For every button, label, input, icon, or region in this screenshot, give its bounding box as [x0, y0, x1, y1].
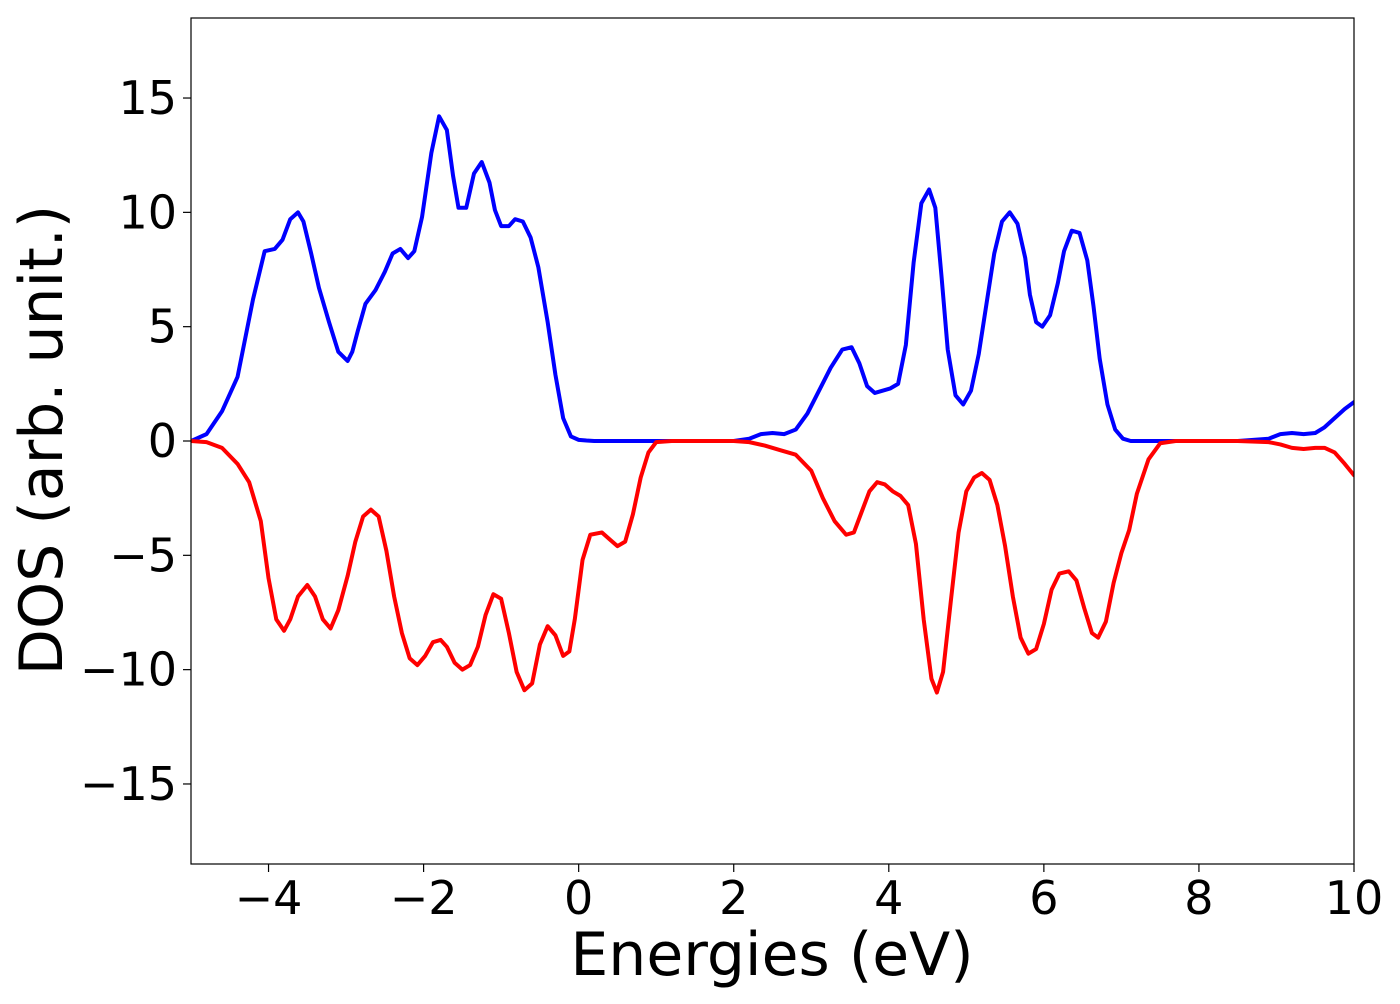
- axes: −4 −2 0 2 4 6 8 10 −15 −10 −5 0 5 10 15: [80, 17, 1384, 925]
- x-tick-label: −2: [390, 871, 458, 925]
- plot-area: [191, 114, 1354, 695]
- y-axis-label: DOS (arb. unit.): [7, 205, 77, 675]
- x-tick-label: 4: [874, 871, 903, 925]
- y-tick-label: −15: [80, 757, 177, 811]
- dos-series-line-2: [191, 439, 1354, 695]
- y-tick-label: 15: [118, 71, 177, 125]
- dos-series-line-1: [191, 114, 1354, 443]
- x-tick-label: 10: [1325, 871, 1384, 925]
- x-axis-label: Energies (eV): [570, 920, 973, 990]
- x-tick-label: 2: [719, 871, 748, 925]
- x-tick-label: 6: [1029, 871, 1058, 925]
- x-tick-label: 8: [1184, 871, 1213, 925]
- y-tick-label: 0: [148, 414, 177, 468]
- x-tick-label: −4: [235, 871, 303, 925]
- y-tick-label: −5: [109, 528, 177, 582]
- y-tick-label: 5: [148, 300, 177, 354]
- y-tick-label: −10: [80, 643, 177, 697]
- y-tick-label: 10: [118, 185, 177, 239]
- x-tick-label: 0: [564, 871, 593, 925]
